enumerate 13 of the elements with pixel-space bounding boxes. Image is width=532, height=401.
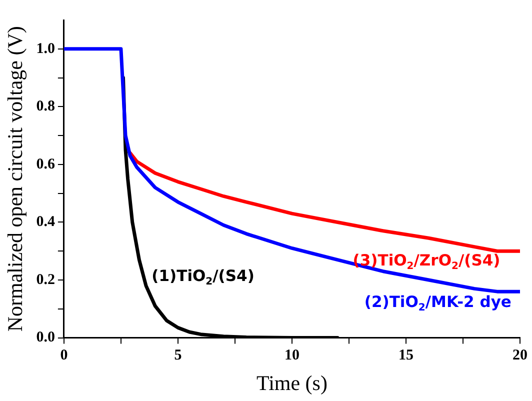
x-axis-title: Time (s)	[256, 370, 328, 395]
x-tick-label: 20	[512, 348, 528, 364]
y-tick-label: 0.8	[36, 98, 55, 115]
y-tick-label: 1.0	[36, 40, 55, 57]
y-tick-label: 0.4	[36, 214, 56, 230]
x-tick-label: 10	[284, 348, 300, 364]
x-tick-label: 0	[60, 348, 68, 364]
y-axis-title: Normalized open circuit voltage (V)	[3, 26, 28, 332]
y-tick-label: 0.2	[36, 272, 55, 288]
x-tick-label: 15	[398, 348, 414, 364]
text: 0.0	[36, 330, 55, 346]
x-tick-label: 5	[174, 348, 182, 364]
y-tick-label: 0.6	[36, 156, 56, 172]
